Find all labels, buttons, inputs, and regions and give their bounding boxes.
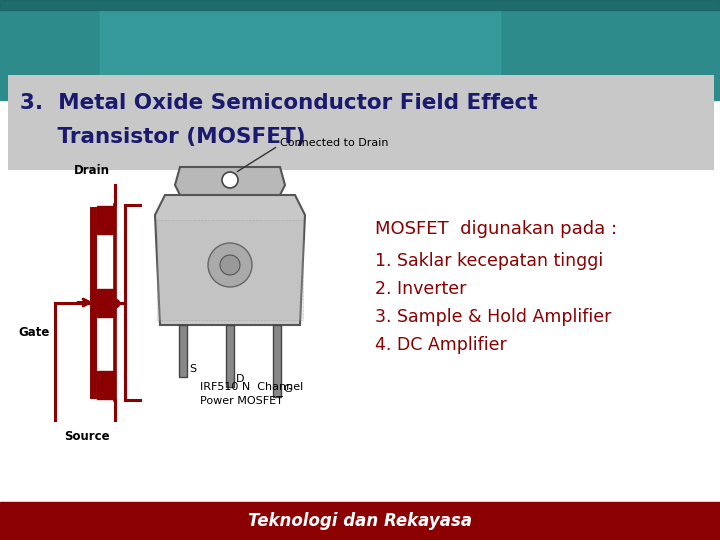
Text: IRF510 N  Channel
Power MOSFET: IRF510 N Channel Power MOSFET <box>200 382 303 406</box>
Text: 3. Sample & Hold Amplifier: 3. Sample & Hold Amplifier <box>375 308 611 326</box>
Bar <box>157 220 303 320</box>
Bar <box>8 75 714 170</box>
Bar <box>97 288 115 316</box>
Text: G: G <box>283 384 292 394</box>
Bar <box>97 371 115 399</box>
Text: 1. Saklar kecepatan tinggi: 1. Saklar kecepatan tinggi <box>375 252 603 270</box>
Circle shape <box>208 243 252 287</box>
Bar <box>179 325 187 377</box>
Text: Source: Source <box>64 430 110 443</box>
Text: MOSFET  digunakan pada :: MOSFET digunakan pada : <box>375 220 617 238</box>
Text: 2. Inverter: 2. Inverter <box>375 280 467 298</box>
Text: Connected to Drain: Connected to Drain <box>280 138 389 148</box>
Bar <box>273 325 281 397</box>
Bar <box>0 502 720 540</box>
Bar <box>226 325 234 387</box>
Bar <box>0 0 720 10</box>
Bar <box>100 10 500 90</box>
Text: D: D <box>236 374 245 384</box>
Bar <box>0 170 720 502</box>
Text: Gate: Gate <box>18 326 50 339</box>
Text: Teknologi dan Rekayasa: Teknologi dan Rekayasa <box>248 512 472 530</box>
Text: Drain: Drain <box>74 164 110 177</box>
Text: Transistor (MOSFET): Transistor (MOSFET) <box>20 127 305 147</box>
Circle shape <box>220 255 240 275</box>
Bar <box>0 0 720 100</box>
Bar <box>97 206 115 234</box>
Text: 3.  Metal Oxide Semiconductor Field Effect: 3. Metal Oxide Semiconductor Field Effec… <box>20 93 538 113</box>
Text: S: S <box>189 364 196 374</box>
Circle shape <box>222 172 238 188</box>
Text: 4. DC Amplifier: 4. DC Amplifier <box>375 336 507 354</box>
Polygon shape <box>155 195 305 325</box>
Polygon shape <box>175 167 285 195</box>
